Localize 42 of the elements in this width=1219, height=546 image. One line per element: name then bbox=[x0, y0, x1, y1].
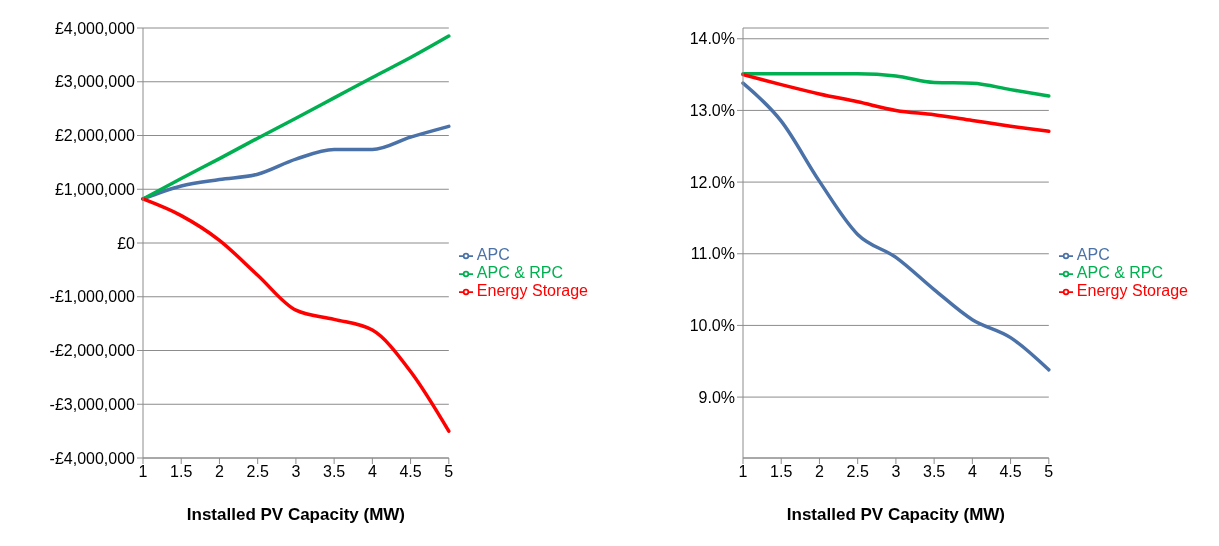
x-tick-label: 2.5 bbox=[246, 463, 269, 481]
y-tick-label: -£3,000,000 bbox=[49, 395, 136, 413]
x-tick-label: 2 bbox=[215, 463, 224, 481]
y-tick-label: £2,000,000 bbox=[54, 127, 136, 145]
line-series bbox=[741, 72, 1051, 98]
x-tick-label: 2 bbox=[815, 463, 824, 481]
y-tick-label: £4,000,000 bbox=[54, 19, 136, 37]
legend-label: APC bbox=[476, 246, 510, 263]
x-tick-label: 4.5 bbox=[999, 463, 1022, 481]
legend-label: APC bbox=[1076, 246, 1110, 263]
legend-label: APC & RPC bbox=[476, 264, 564, 281]
x-tick-label: 4.5 bbox=[399, 463, 422, 481]
y-tick-label: £1,000,000 bbox=[54, 180, 136, 198]
x-tick-label: 3.5 bbox=[923, 463, 946, 481]
x-tick-label: 3.5 bbox=[323, 463, 346, 481]
x-tick-label: 1 bbox=[138, 463, 148, 481]
x-tick-label: 1.5 bbox=[170, 463, 193, 481]
x-tick-label: 2.5 bbox=[846, 463, 869, 481]
y-tick-label: 13.0% bbox=[689, 102, 735, 120]
x-tick-label: 5 bbox=[1044, 463, 1054, 481]
x-tick-label: 3 bbox=[291, 463, 301, 481]
y-tick-label: -£4,000,000 bbox=[49, 449, 136, 467]
y-tick-label: £3,000,000 bbox=[54, 73, 136, 91]
y-tick-label: 10.0% bbox=[689, 317, 735, 335]
x-tick-label: 3 bbox=[891, 463, 901, 481]
x-tick-label: 1.5 bbox=[770, 463, 793, 481]
x-tick-label: 4 bbox=[367, 463, 377, 481]
y-tick-label: 11.0% bbox=[690, 245, 735, 263]
legend-label: Energy Storage bbox=[476, 282, 588, 299]
legend-label: APC & RPC bbox=[1076, 264, 1164, 281]
y-tick-label: 9.0% bbox=[698, 388, 735, 406]
y-tick-label: £0 bbox=[117, 234, 136, 252]
y-tick-label: -£1,000,000 bbox=[49, 288, 136, 306]
x-axis-title: Installed PV Capacity (MW) bbox=[186, 505, 406, 524]
x-tick-label: 1 bbox=[738, 463, 748, 481]
y-tick-label: -£2,000,000 bbox=[49, 342, 136, 360]
x-tick-label: 4 bbox=[967, 463, 977, 481]
y-tick-label: 12.0% bbox=[689, 173, 735, 191]
x-axis-title: Installed PV Capacity (MW) bbox=[786, 505, 1006, 524]
x-tick-label: 5 bbox=[444, 463, 454, 481]
y-tick-label: 14.0% bbox=[689, 30, 735, 48]
legend-label: Energy Storage bbox=[1076, 282, 1188, 299]
